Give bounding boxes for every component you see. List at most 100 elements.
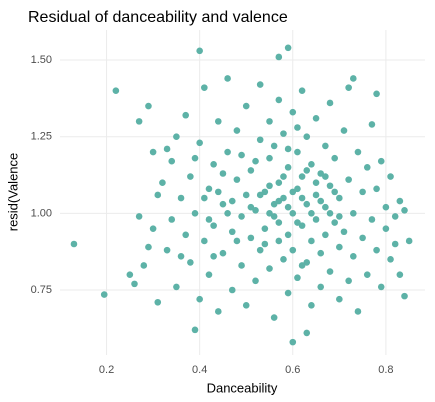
point: [336, 243, 343, 251]
x-tick-label: 0.4: [192, 364, 207, 376]
point: [247, 234, 255, 242]
point: [391, 240, 399, 248]
point: [331, 188, 338, 196]
point: [312, 179, 320, 186]
point: [191, 210, 199, 217]
point: [298, 222, 306, 229]
point: [331, 154, 338, 162]
point: [275, 197, 283, 205]
point: [261, 188, 269, 196]
point: [238, 151, 245, 159]
point: [252, 206, 259, 214]
point: [317, 170, 325, 177]
point: [266, 265, 273, 272]
point: [308, 210, 315, 217]
y-tick-label: 1.00: [31, 207, 52, 219]
point: [294, 274, 301, 282]
point: [187, 259, 194, 266]
point: [201, 84, 208, 91]
point: [228, 286, 236, 294]
grid: [60, 30, 425, 355]
point: [205, 216, 213, 223]
point: [100, 291, 108, 298]
point: [173, 133, 180, 140]
point: [131, 280, 138, 288]
chart-title: Residual of danceability and valence: [28, 9, 288, 26]
point: [345, 84, 352, 91]
point: [350, 210, 357, 217]
point: [363, 164, 371, 171]
point: [228, 228, 236, 236]
point: [303, 200, 311, 208]
point: [294, 148, 301, 156]
point: [326, 268, 334, 275]
y-tick-label: 0.75: [31, 284, 52, 296]
point: [359, 188, 366, 196]
point: [238, 262, 245, 269]
point: [191, 326, 199, 334]
point: [275, 53, 283, 61]
point: [140, 262, 148, 269]
point: [368, 216, 376, 223]
point: [233, 176, 241, 183]
point: [233, 237, 241, 245]
point: [350, 75, 357, 82]
point: [382, 225, 390, 232]
point: [154, 191, 162, 199]
point: [135, 213, 143, 220]
point: [312, 216, 320, 223]
point: [396, 197, 404, 205]
point: [196, 295, 203, 303]
point: [149, 225, 157, 232]
point: [163, 246, 171, 254]
point: [298, 87, 306, 95]
point: [345, 277, 352, 285]
point: [182, 111, 190, 119]
point: [261, 225, 269, 232]
point: [289, 338, 297, 346]
point: [266, 182, 273, 190]
point: [368, 121, 376, 128]
point: [312, 115, 320, 122]
point: [126, 271, 134, 278]
point: [256, 191, 264, 199]
point: [322, 203, 329, 211]
point: [387, 173, 394, 180]
point: [340, 228, 348, 236]
point: [256, 81, 264, 88]
point: [284, 164, 292, 171]
point: [224, 148, 231, 156]
point: [387, 256, 394, 263]
point: [163, 145, 171, 153]
point: [275, 179, 283, 186]
point: [210, 252, 217, 260]
point: [280, 130, 287, 137]
point: [214, 308, 222, 315]
point: [336, 295, 343, 303]
x-tick-label: 0.8: [378, 364, 393, 376]
point: [256, 246, 264, 254]
point: [284, 231, 292, 239]
point: [173, 283, 180, 291]
point: [322, 173, 329, 180]
point: [298, 262, 306, 269]
point: [275, 219, 283, 226]
point: [135, 118, 143, 125]
point: [112, 87, 120, 95]
point: [210, 222, 217, 229]
point: [317, 197, 325, 205]
point: [326, 210, 334, 217]
point: [326, 99, 334, 107]
point: [214, 118, 222, 125]
point: [303, 133, 311, 140]
point: [294, 185, 301, 193]
point: [191, 154, 199, 162]
point: [238, 213, 245, 220]
point: [336, 194, 343, 202]
point: [219, 249, 227, 257]
point: [159, 179, 166, 186]
point: [284, 145, 292, 153]
point: [303, 329, 311, 337]
point: [145, 102, 152, 110]
point: [359, 234, 366, 242]
